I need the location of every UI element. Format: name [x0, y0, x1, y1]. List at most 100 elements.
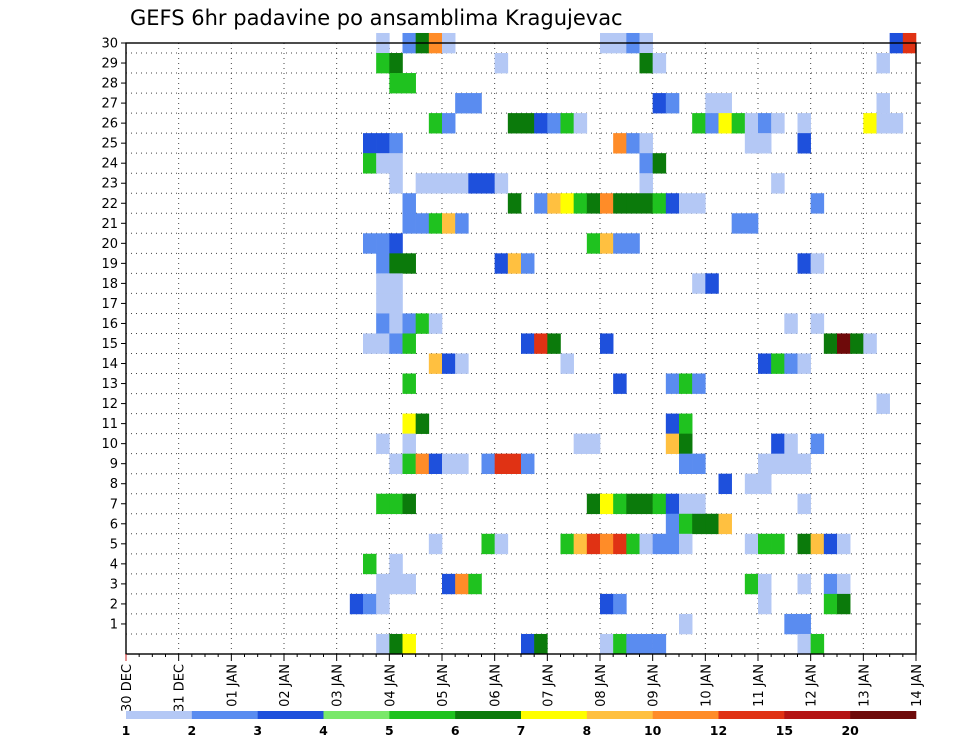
precip-cell: [837, 333, 851, 354]
precip-cell: [744, 533, 759, 555]
colorbar-label: 1: [122, 723, 131, 738]
precip-cell: [797, 113, 811, 134]
precip-cell: [389, 553, 403, 575]
precip-cell: [679, 413, 693, 434]
x-tick-label: 13 JAN: [857, 664, 872, 707]
precip-cell: [402, 333, 416, 354]
y-tick-label: 10: [101, 437, 118, 452]
y-tick-label: 23: [101, 177, 118, 192]
precip-cell: [613, 133, 627, 154]
precip-cell: [442, 353, 456, 374]
precip-cell: [692, 453, 706, 475]
precip-cell: [376, 313, 390, 334]
colorbar-label: 10: [644, 723, 662, 738]
chart-title: GEFS 6hr padavine po ansamblima Kragujev…: [130, 6, 623, 30]
precip-cell: [507, 453, 522, 475]
precip-cell: [679, 373, 693, 394]
precip-cell: [626, 193, 640, 214]
x-tick-label: 31 DEC: [173, 664, 188, 712]
y-tick-label: 29: [101, 57, 118, 72]
precip-cell: [494, 533, 509, 555]
precip-cell: [534, 113, 548, 134]
precip-cell: [639, 153, 653, 174]
y-tick-label: 13: [101, 377, 118, 392]
precip-cell: [626, 533, 640, 555]
precip-cell: [784, 353, 798, 374]
colorbar-swatch: [191, 711, 258, 719]
precip-cell: [758, 453, 772, 475]
precip-cell: [428, 213, 443, 234]
precip-cell: [389, 53, 403, 74]
precip-cell: [718, 513, 732, 535]
precip-cell: [639, 193, 653, 214]
precip-cell: [521, 453, 535, 475]
precip-cell: [639, 633, 653, 655]
precip-cell: [679, 513, 693, 535]
precip-cell: [521, 333, 535, 354]
y-tick-label: 9: [110, 457, 118, 472]
precip-cell: [428, 533, 443, 555]
precip-cell: [665, 433, 680, 454]
colorbar-label: 20: [841, 723, 859, 738]
x-tick-label: 10 JAN: [699, 664, 714, 707]
precip-cell: [455, 173, 469, 194]
precip-cell: [415, 453, 430, 475]
precip-cell: [389, 133, 403, 154]
precip-cell: [521, 633, 535, 655]
precip-cell: [507, 253, 522, 274]
y-tick-label: 7: [110, 497, 118, 512]
precip-cell: [415, 173, 430, 194]
precip-cell: [402, 433, 416, 454]
precip-cell: [521, 253, 535, 274]
precip-cell: [758, 113, 772, 134]
precip-cell: [797, 613, 811, 635]
precip-cell: [586, 233, 601, 254]
precip-cell: [652, 533, 667, 555]
precip-cell: [481, 173, 495, 194]
precip-cell: [468, 573, 482, 595]
precip-cell: [547, 113, 561, 134]
precip-cell: [389, 153, 403, 174]
precip-cell: [415, 313, 430, 334]
precip-cell: [705, 513, 719, 535]
precip-cell: [679, 193, 693, 214]
precip-cell: [534, 193, 548, 214]
precip-cell: [376, 433, 390, 454]
precip-cell: [428, 313, 443, 334]
precip-cell: [481, 533, 495, 555]
y-tick-label: 22: [101, 197, 118, 212]
precip-cell: [455, 213, 469, 234]
precip-cell: [810, 633, 825, 655]
precip-cell: [428, 173, 443, 194]
precip-cell: [389, 73, 403, 94]
x-tick-label: 02 JAN: [278, 664, 293, 707]
precip-cell: [692, 513, 706, 535]
precip-cell: [455, 353, 469, 374]
precip-cell: [442, 453, 456, 475]
precip-cell: [797, 353, 811, 374]
precip-cell: [455, 573, 469, 595]
y-tick-label: 20: [101, 237, 118, 252]
precip-cell: [718, 93, 732, 114]
precip-cell: [600, 193, 614, 214]
precip-cell: [665, 533, 680, 555]
precip-cell: [363, 333, 377, 354]
precip-cell: [758, 533, 772, 555]
precip-cell: [665, 193, 680, 214]
x-tick-label: 07 JAN: [541, 664, 556, 707]
precip-cell: [652, 153, 667, 174]
precip-cell: [376, 273, 390, 294]
precip-cell: [376, 633, 390, 655]
y-tick-label: 21: [101, 217, 118, 232]
precip-cell: [494, 453, 509, 475]
precip-cell: [771, 173, 785, 194]
precip-cell: [600, 233, 614, 254]
precip-cell: [705, 273, 719, 294]
precip-cell: [665, 413, 680, 434]
y-tick-label: 18: [101, 277, 118, 292]
precip-cell: [810, 193, 825, 214]
precip-cell: [600, 593, 614, 615]
precip-cell: [507, 193, 522, 214]
y-tick-label: 19: [101, 257, 118, 272]
colorbar-label: 12: [710, 723, 727, 738]
